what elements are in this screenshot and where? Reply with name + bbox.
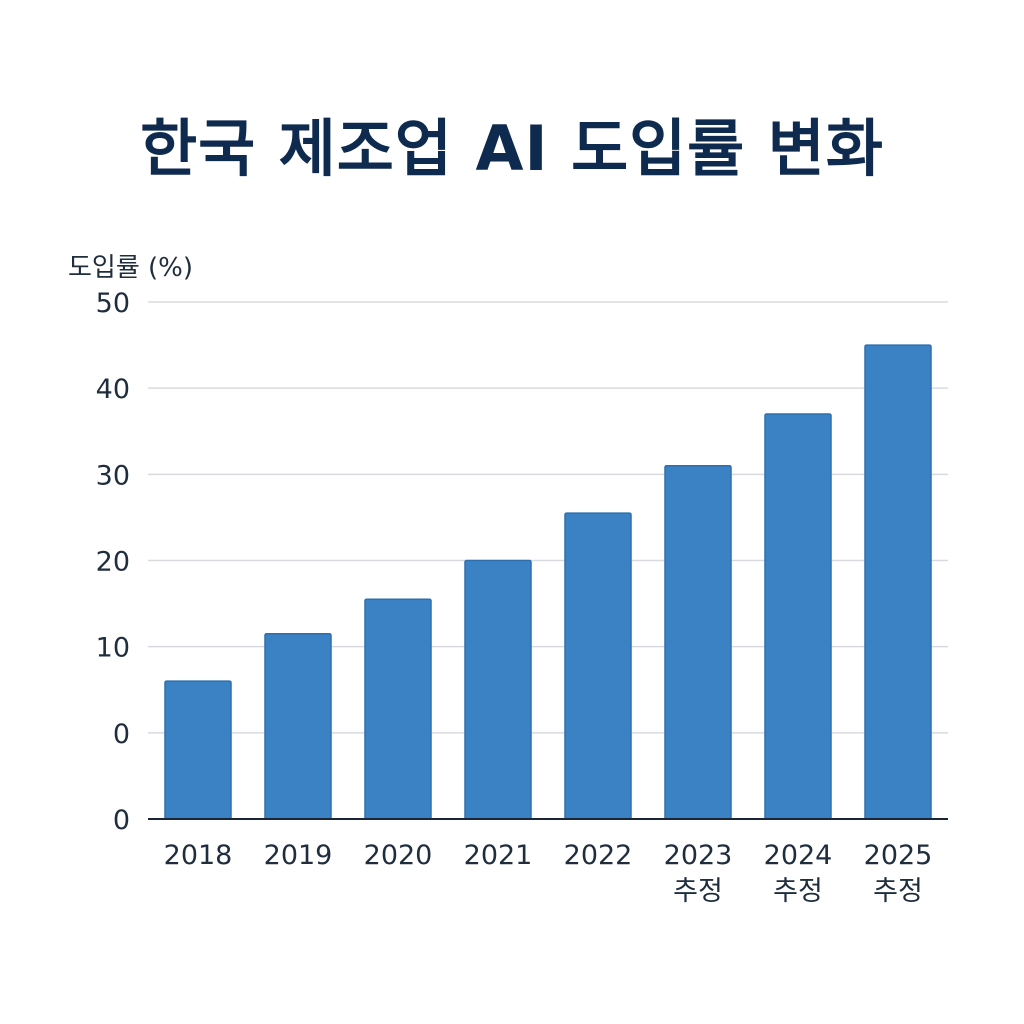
bar: [764, 413, 832, 820]
bar: [464, 559, 532, 820]
x-tick-label: 2020: [364, 840, 433, 871]
x-tick-label: 2025 추정: [864, 840, 933, 907]
y-tick-label: 0: [113, 805, 130, 836]
y-tick-label: 20: [96, 547, 130, 578]
y-tick-label: 10: [96, 633, 130, 664]
bar: [664, 464, 732, 820]
y-tick-label: 0: [113, 719, 130, 750]
bar: [164, 680, 232, 820]
chart-title: 한국 제조업 AI 도입률 변화: [140, 112, 884, 185]
y-tick-label: 30: [96, 460, 130, 491]
bars: [164, 344, 932, 820]
bar: [264, 632, 332, 820]
x-tick-label: 2024 추정: [764, 840, 833, 907]
x-tick-label: 2019: [264, 840, 333, 871]
y-tick-labels: 0 0 10 20 30 40 50: [96, 288, 130, 836]
x-tick-label: 2022: [564, 840, 633, 871]
bar: [864, 344, 932, 820]
y-tick-label: 50: [96, 288, 130, 319]
y-tick-label: 40: [96, 374, 130, 405]
x-tick-label: 2021: [464, 840, 533, 871]
x-tick-label: 2023 추정: [664, 840, 733, 907]
y-axis-label: 도입률 (%): [68, 253, 193, 283]
bar: [364, 598, 432, 820]
x-tick-label: 2018: [164, 840, 233, 871]
x-tick-labels: 2018 2019 2020 2021 2022 2023 추정 2024 추정 2025 추정: [164, 840, 933, 907]
bar: [564, 512, 632, 820]
